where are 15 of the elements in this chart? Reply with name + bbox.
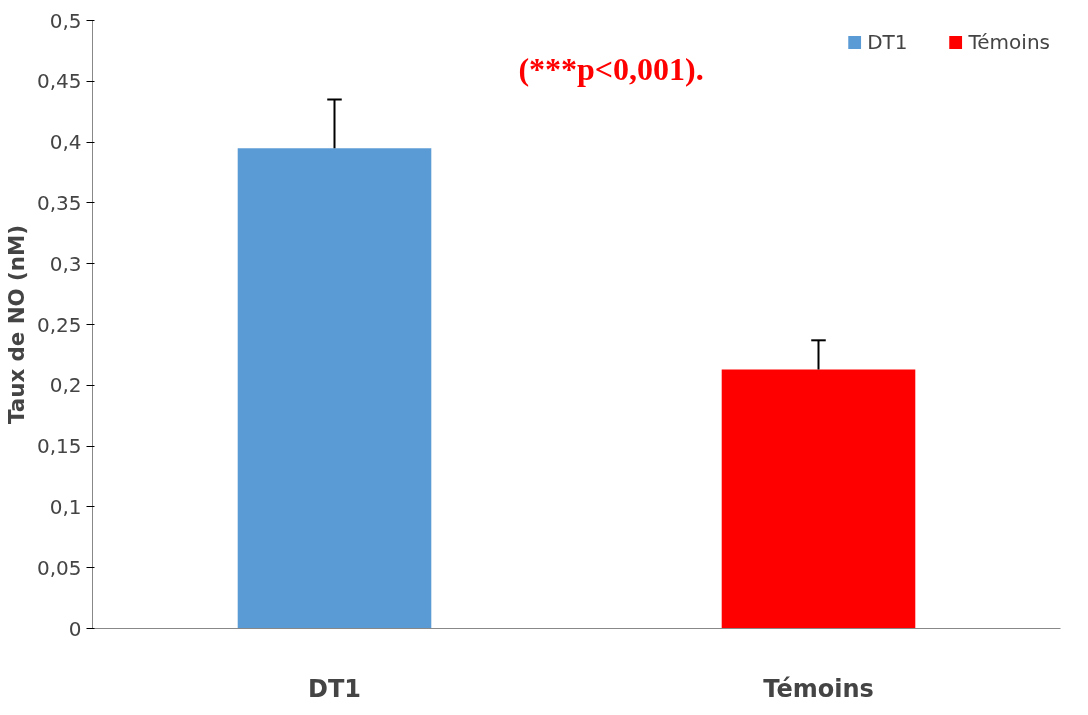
legend-label: Témoins [968, 30, 1050, 54]
legend-label: DT1 [867, 30, 908, 54]
y-axis-title: Taux de NO (nM) [3, 224, 29, 425]
y-tick-label: 0,35 [36, 190, 82, 215]
y-tick-label: 0,2 [49, 373, 82, 398]
y-tick-label: 0,1 [49, 494, 82, 519]
y-tick-label: 0,5 [49, 8, 82, 33]
y-tick-label: 0,3 [49, 251, 82, 276]
y-tick-label: 0,4 [49, 130, 82, 155]
y-tick-label: 0,45 [36, 69, 82, 94]
y-tick-label: 0,25 [36, 312, 82, 337]
annotation: (***p<0,001). [518, 51, 704, 88]
y-tick-label: 0,15 [36, 434, 82, 459]
y-tick-label: 0,05 [36, 555, 82, 580]
y-tick-label: 0 [68, 616, 82, 641]
